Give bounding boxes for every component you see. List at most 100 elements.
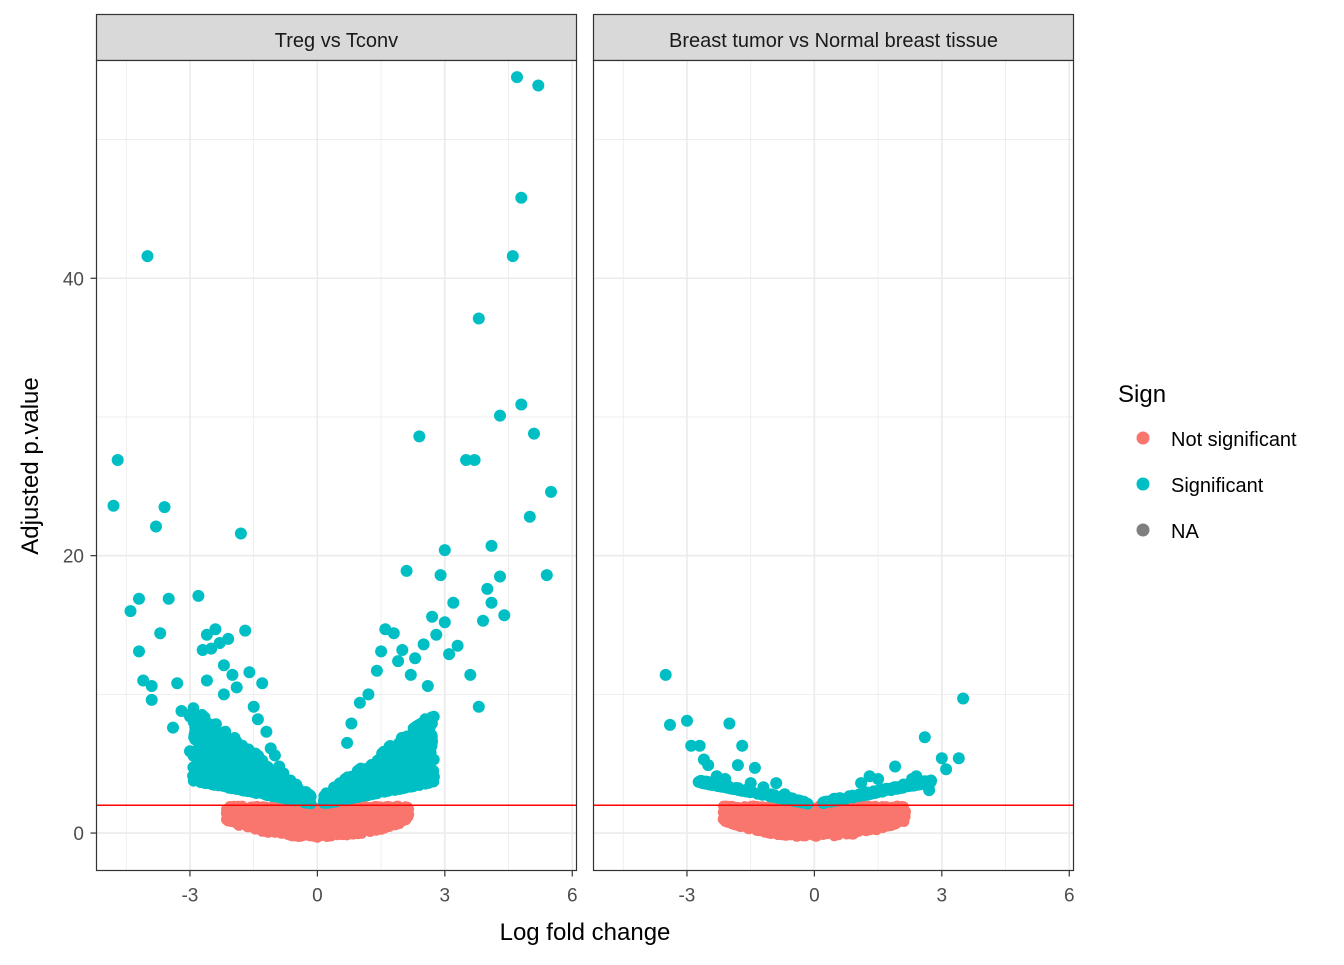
point-not-significant: [266, 825, 278, 837]
point-significant: [195, 775, 207, 788]
point-significant: [757, 781, 770, 794]
point-significant: [731, 759, 744, 772]
point-significant: [697, 776, 710, 789]
point-significant: [133, 645, 145, 658]
point-significant: [107, 499, 120, 512]
point-significant: [288, 794, 301, 807]
point-significant: [184, 745, 196, 758]
point-significant: [247, 700, 260, 713]
point-not-significant: [370, 821, 382, 832]
point-significant: [175, 705, 188, 717]
point-significant: [154, 627, 167, 640]
point-significant: [957, 692, 970, 705]
point-significant: [659, 668, 672, 681]
point-significant: [145, 680, 158, 692]
point-not-significant: [888, 801, 900, 813]
point-not-significant: [863, 817, 875, 829]
point-significant: [935, 752, 948, 765]
point-significant: [222, 632, 235, 645]
x-axis-title: Log fold change: [500, 919, 671, 946]
significant-points: [107, 71, 557, 810]
point-significant: [319, 789, 332, 801]
legend-title: Sign: [1118, 381, 1166, 408]
point-significant: [767, 791, 780, 803]
legend-key-significant: [1136, 477, 1150, 491]
point-significant: [498, 609, 511, 622]
x-tick-label: 0: [312, 886, 323, 907]
point-significant: [778, 788, 791, 801]
point-not-significant: [260, 804, 272, 816]
point-not-significant: [741, 822, 753, 834]
point-significant: [681, 714, 693, 727]
point-significant: [399, 781, 412, 794]
point-significant: [523, 510, 536, 523]
point-significant: [880, 782, 893, 795]
point-significant: [225, 738, 237, 750]
point-significant: [477, 614, 489, 627]
point-significant: [268, 749, 281, 762]
point-significant: [369, 760, 382, 772]
y-tick-label: 0: [73, 824, 84, 845]
point-not-significant: [751, 800, 763, 812]
point-not-significant: [846, 826, 858, 838]
point-significant: [375, 645, 388, 658]
point-significant: [923, 784, 936, 797]
point-not-significant: [840, 809, 852, 821]
point-significant: [209, 774, 222, 787]
point-significant: [124, 605, 137, 618]
point-significant: [226, 668, 239, 681]
point-significant: [254, 769, 266, 782]
point-significant: [918, 731, 931, 744]
point-significant: [426, 763, 438, 776]
point-significant: [464, 668, 477, 681]
point-significant: [515, 191, 528, 204]
point-significant: [277, 767, 290, 780]
point-significant: [400, 564, 413, 577]
point-not-significant: [754, 813, 765, 825]
point-significant: [217, 659, 230, 672]
point-significant: [392, 655, 405, 668]
grid-lines: [593, 60, 1074, 871]
point-significant: [256, 677, 269, 690]
point-significant: [228, 775, 240, 787]
x-tick-label: 0: [809, 886, 820, 907]
x-axis: -3 0 3 6: [181, 870, 578, 907]
point-significant: [340, 779, 353, 792]
point-significant: [545, 485, 557, 498]
point-not-significant: [783, 809, 795, 821]
point-significant: [409, 652, 422, 665]
not-significant-points: [220, 800, 415, 843]
point-significant: [940, 763, 953, 776]
point-significant: [897, 778, 910, 791]
point-not-significant: [398, 813, 410, 825]
point-significant: [910, 770, 923, 783]
point-significant: [111, 454, 124, 466]
point-significant: [685, 739, 698, 752]
point-significant: [360, 769, 373, 781]
point-significant: [353, 696, 366, 709]
point-significant: [472, 700, 485, 713]
point-significant: [532, 79, 545, 92]
point-significant: [198, 764, 210, 776]
point-significant: [404, 668, 417, 681]
point-significant: [855, 777, 868, 790]
point-significant: [468, 454, 481, 466]
point-significant: [387, 627, 400, 640]
point-significant: [744, 777, 757, 790]
x-tick-label: 3: [937, 886, 948, 907]
point-significant: [370, 664, 383, 677]
facet-panel-treg-vs-tconv: Treg vs Tconv -3 0 3 6: [95, 13, 578, 907]
point-significant: [417, 638, 430, 651]
point-significant: [447, 596, 460, 609]
point-not-significant: [308, 806, 320, 818]
y-tick-label: 20: [63, 547, 84, 568]
x-tick-label: 3: [440, 886, 451, 907]
point-not-significant: [884, 820, 896, 832]
point-significant: [723, 717, 736, 730]
facet-strip-title: Breast tumor vs Normal breast tissue: [669, 30, 998, 52]
point-significant: [396, 644, 409, 656]
point-significant: [889, 760, 902, 773]
point-not-significant: [397, 804, 409, 815]
